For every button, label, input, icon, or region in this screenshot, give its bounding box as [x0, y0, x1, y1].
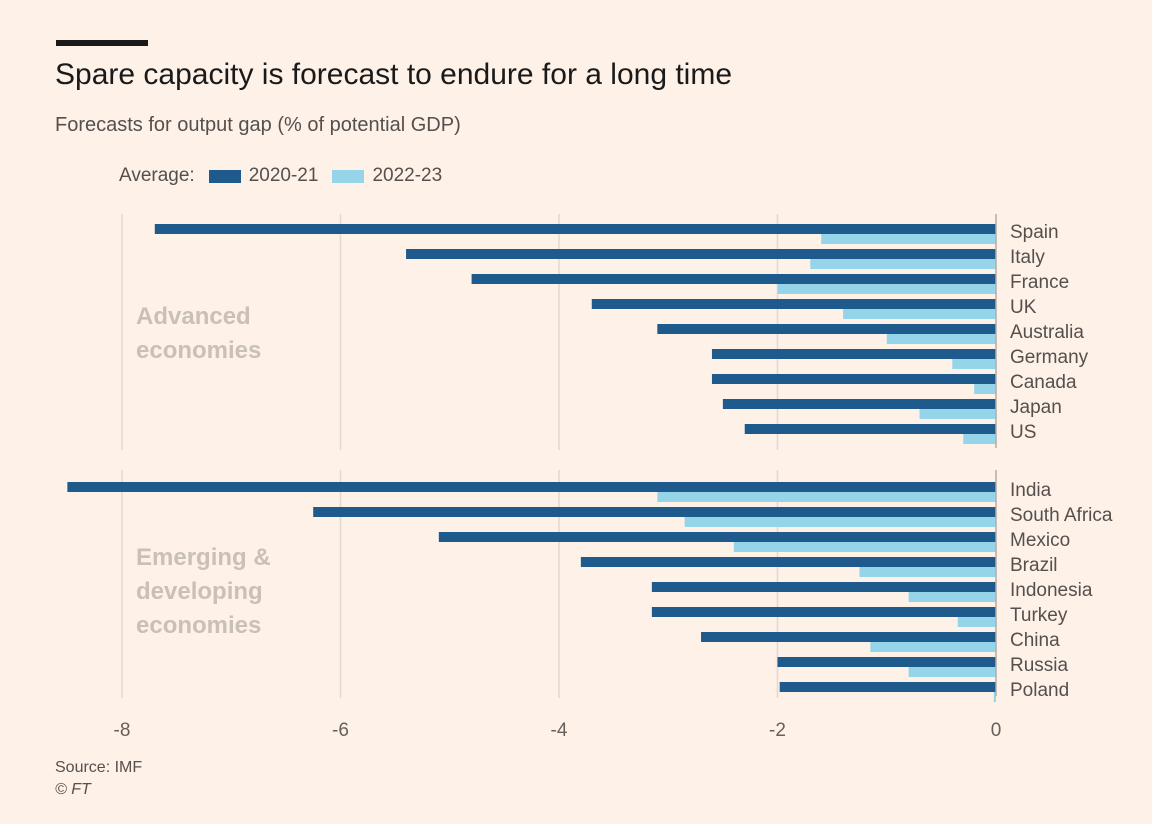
- category-label: France: [1010, 272, 1069, 293]
- bar-2022-23: [974, 384, 996, 394]
- bar-2020-21: [722, 399, 996, 409]
- category-label: Canada: [1010, 372, 1077, 393]
- legend-swatch-2020-21: [208, 169, 241, 183]
- title-accent-bar: [56, 40, 148, 46]
- bar-2022-23: [859, 567, 996, 577]
- bar-2020-21: [777, 657, 996, 667]
- bar-2020-21: [67, 482, 996, 492]
- footer: Source: IMF © FT: [55, 757, 142, 801]
- category-label: Indonesia: [1010, 580, 1093, 601]
- bar-2020-21: [651, 582, 996, 592]
- bar-2022-23: [952, 359, 996, 369]
- bar-2022-23: [777, 284, 996, 294]
- chart-title: Spare capacity is forecast to endure for…: [55, 58, 733, 91]
- category-label: US: [1010, 422, 1036, 443]
- bar-2022-23: [908, 592, 996, 602]
- category-label: China: [1010, 630, 1060, 651]
- legend-swatch-2022-23: [332, 169, 365, 183]
- group-label: Advanced: [136, 303, 251, 330]
- category-label: India: [1010, 480, 1052, 501]
- category-label: Turkey: [1010, 605, 1068, 626]
- category-label: UK: [1010, 297, 1037, 318]
- bar-2020-21: [657, 324, 996, 334]
- category-label: Germany: [1010, 347, 1089, 368]
- bar-2022-23: [870, 642, 996, 652]
- bar-2020-21: [651, 607, 996, 617]
- bar-2022-23: [733, 542, 996, 552]
- category-label: Spain: [1010, 222, 1059, 243]
- group-label: economies: [136, 337, 261, 364]
- category-label: Italy: [1010, 247, 1045, 268]
- bar-2020-21: [779, 682, 996, 692]
- bar-2020-21: [591, 299, 996, 309]
- copyright-credit: © FT: [55, 781, 91, 798]
- bar-2022-23: [821, 234, 996, 244]
- x-tick-label: -4: [551, 720, 568, 741]
- bar-2022-23: [963, 434, 996, 444]
- bar-2020-21: [744, 424, 996, 434]
- category-label: South Africa: [1010, 505, 1113, 526]
- bar-2020-21: [406, 249, 996, 259]
- legend-item-2022-23: 2022-23: [372, 165, 443, 186]
- category-label: Brazil: [1010, 555, 1058, 576]
- bar-2020-21: [580, 557, 996, 567]
- legend-label: Average:: [119, 165, 195, 186]
- category-label: Mexico: [1010, 530, 1070, 551]
- x-tick-label: -6: [332, 720, 349, 741]
- bar-2022-23: [957, 617, 996, 627]
- category-label: Australia: [1010, 322, 1084, 343]
- category-label: Poland: [1010, 680, 1069, 701]
- bar-2020-21: [701, 632, 996, 642]
- group-label: developing: [136, 578, 263, 605]
- legend: Average: 2020-21 2022-23: [119, 165, 442, 187]
- bar-2022-23: [684, 517, 996, 527]
- bar-2022-23: [886, 334, 996, 344]
- category-label: Russia: [1010, 655, 1069, 676]
- bar-2020-21: [154, 224, 996, 234]
- bar-2020-21: [711, 349, 996, 359]
- source-note: Source: IMF: [55, 759, 143, 776]
- x-tick-label: -8: [114, 720, 131, 741]
- bar-2020-21: [438, 532, 996, 542]
- x-tick-label: 0: [991, 720, 1002, 741]
- group-label: Emerging &: [136, 544, 271, 571]
- x-tick-label: -2: [769, 720, 786, 741]
- bar-2022-23: [908, 667, 996, 677]
- bar-2022-23: [993, 692, 996, 702]
- bar-2020-21: [471, 274, 997, 284]
- legend-item-2020-21: 2020-21: [248, 165, 319, 186]
- chart-subtitle: Forecasts for output gap (% of potential…: [55, 114, 461, 136]
- category-label: Japan: [1010, 397, 1062, 418]
- group-label: economies: [136, 612, 261, 639]
- bar-2022-23: [843, 309, 996, 319]
- bar-2022-23: [919, 409, 996, 419]
- bar-2022-23: [810, 259, 996, 269]
- bar-2022-23: [657, 492, 996, 502]
- bar-2020-21: [711, 374, 996, 384]
- bar-2020-21: [313, 507, 996, 517]
